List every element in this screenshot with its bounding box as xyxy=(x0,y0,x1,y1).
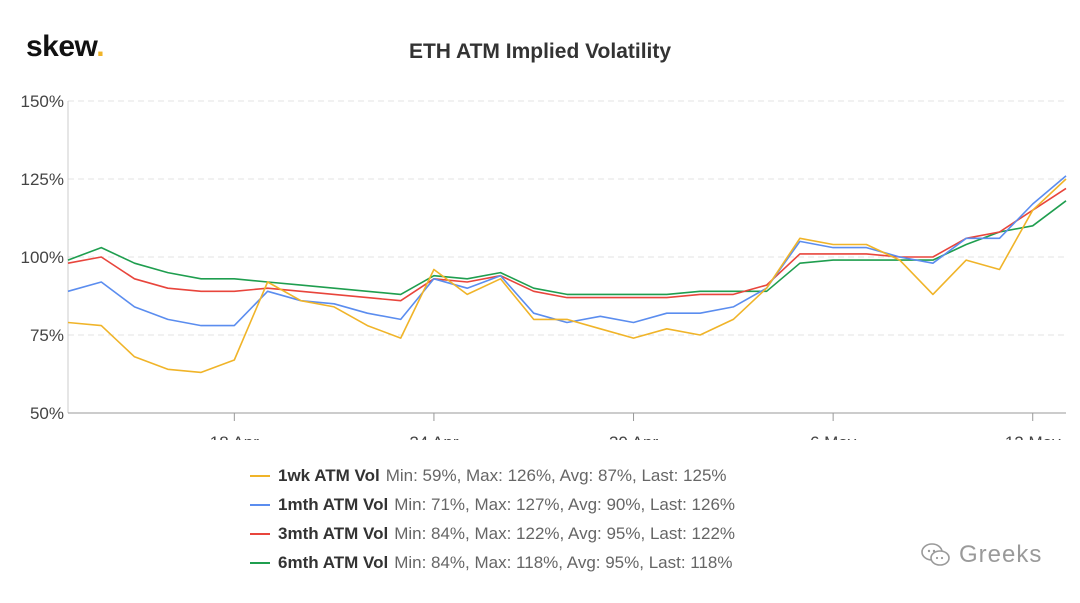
chart: 50% 75% 100% 125% 150% 18 Apr 24 Apr 30 Apr 6 M… xyxy=(21,92,1067,440)
legend-item[interactable]: 1mth ATM Vol Min: 71%, Max: 127%, Avg: 90… xyxy=(250,490,735,519)
y-tick-label: 125% xyxy=(21,170,64,189)
legend-item[interactable]: 3mth ATM Vol Min: 84%, Max: 122%, Avg: 95… xyxy=(250,519,735,548)
watermark-text: Greeks xyxy=(959,541,1043,568)
series-line-3mth-atm-vol xyxy=(67,187,1067,302)
y-tick-label: 150% xyxy=(21,92,64,111)
legend-series-stats: Min: 59%, Max: 126%, Avg: 87%, Last: 125… xyxy=(385,465,727,485)
watermark: Greeks xyxy=(921,541,1042,569)
series-line-1wk-atm-vol xyxy=(67,178,1067,374)
legend-swatch xyxy=(250,474,270,477)
x-tick-label: 6 May xyxy=(810,433,857,440)
x-tick-label: 24 Apr xyxy=(409,433,458,440)
legend-series-stats: Min: 84%, Max: 118%, Avg: 95%, Last: 118… xyxy=(394,552,733,572)
x-tick-label: 12 May xyxy=(1005,433,1061,440)
x-tick-label: 18 Apr xyxy=(210,433,259,440)
y-axis: 50% 75% 100% 125% 150% xyxy=(21,92,69,423)
legend-item[interactable]: 1wk ATM Vol Min: 59%, Max: 126%, Avg: 87%… xyxy=(250,461,735,490)
chart-title: ETH ATM Implied Volatility xyxy=(408,40,672,63)
legend-series-name: 3mth ATM Vol xyxy=(278,523,389,543)
chat-bubbles-icon xyxy=(921,543,950,566)
y-tick-label: 75% xyxy=(30,326,64,345)
legend-swatch xyxy=(250,561,270,564)
skew-logo: skew. xyxy=(26,30,105,64)
x-tick-label: 30 Apr xyxy=(609,433,658,440)
y-tick-label: 50% xyxy=(30,404,64,423)
grid-lines xyxy=(68,100,1066,336)
series-lines xyxy=(67,175,1067,374)
legend-series-name: 1wk ATM Vol xyxy=(278,465,380,485)
series-line-1mth-atm-vol xyxy=(67,175,1067,327)
legend-series-name: 6mth ATM Vol xyxy=(278,552,389,572)
legend: 1wk ATM Vol Min: 59%, Max: 126%, Avg: 87%… xyxy=(250,461,735,577)
legend-item[interactable]: 6mth ATM Vol Min: 84%, Max: 118%, Avg: 95… xyxy=(250,548,735,577)
y-tick-label: 100% xyxy=(21,248,64,267)
legend-series-name: 1mth ATM Vol xyxy=(278,494,389,514)
legend-series-stats: Min: 71%, Max: 127%, Avg: 90%, Last: 126… xyxy=(394,494,736,514)
legend-swatch xyxy=(250,532,270,535)
logo-dot: . xyxy=(96,30,105,63)
series-line-6mth-atm-vol xyxy=(67,200,1067,296)
legend-series-stats: Min: 84%, Max: 122%, Avg: 95%, Last: 122… xyxy=(394,523,736,543)
x-axis: 18 Apr 24 Apr 30 Apr 6 May 12 May xyxy=(68,412,1066,440)
legend-swatch xyxy=(250,503,270,506)
logo-text: skew xyxy=(26,30,97,63)
